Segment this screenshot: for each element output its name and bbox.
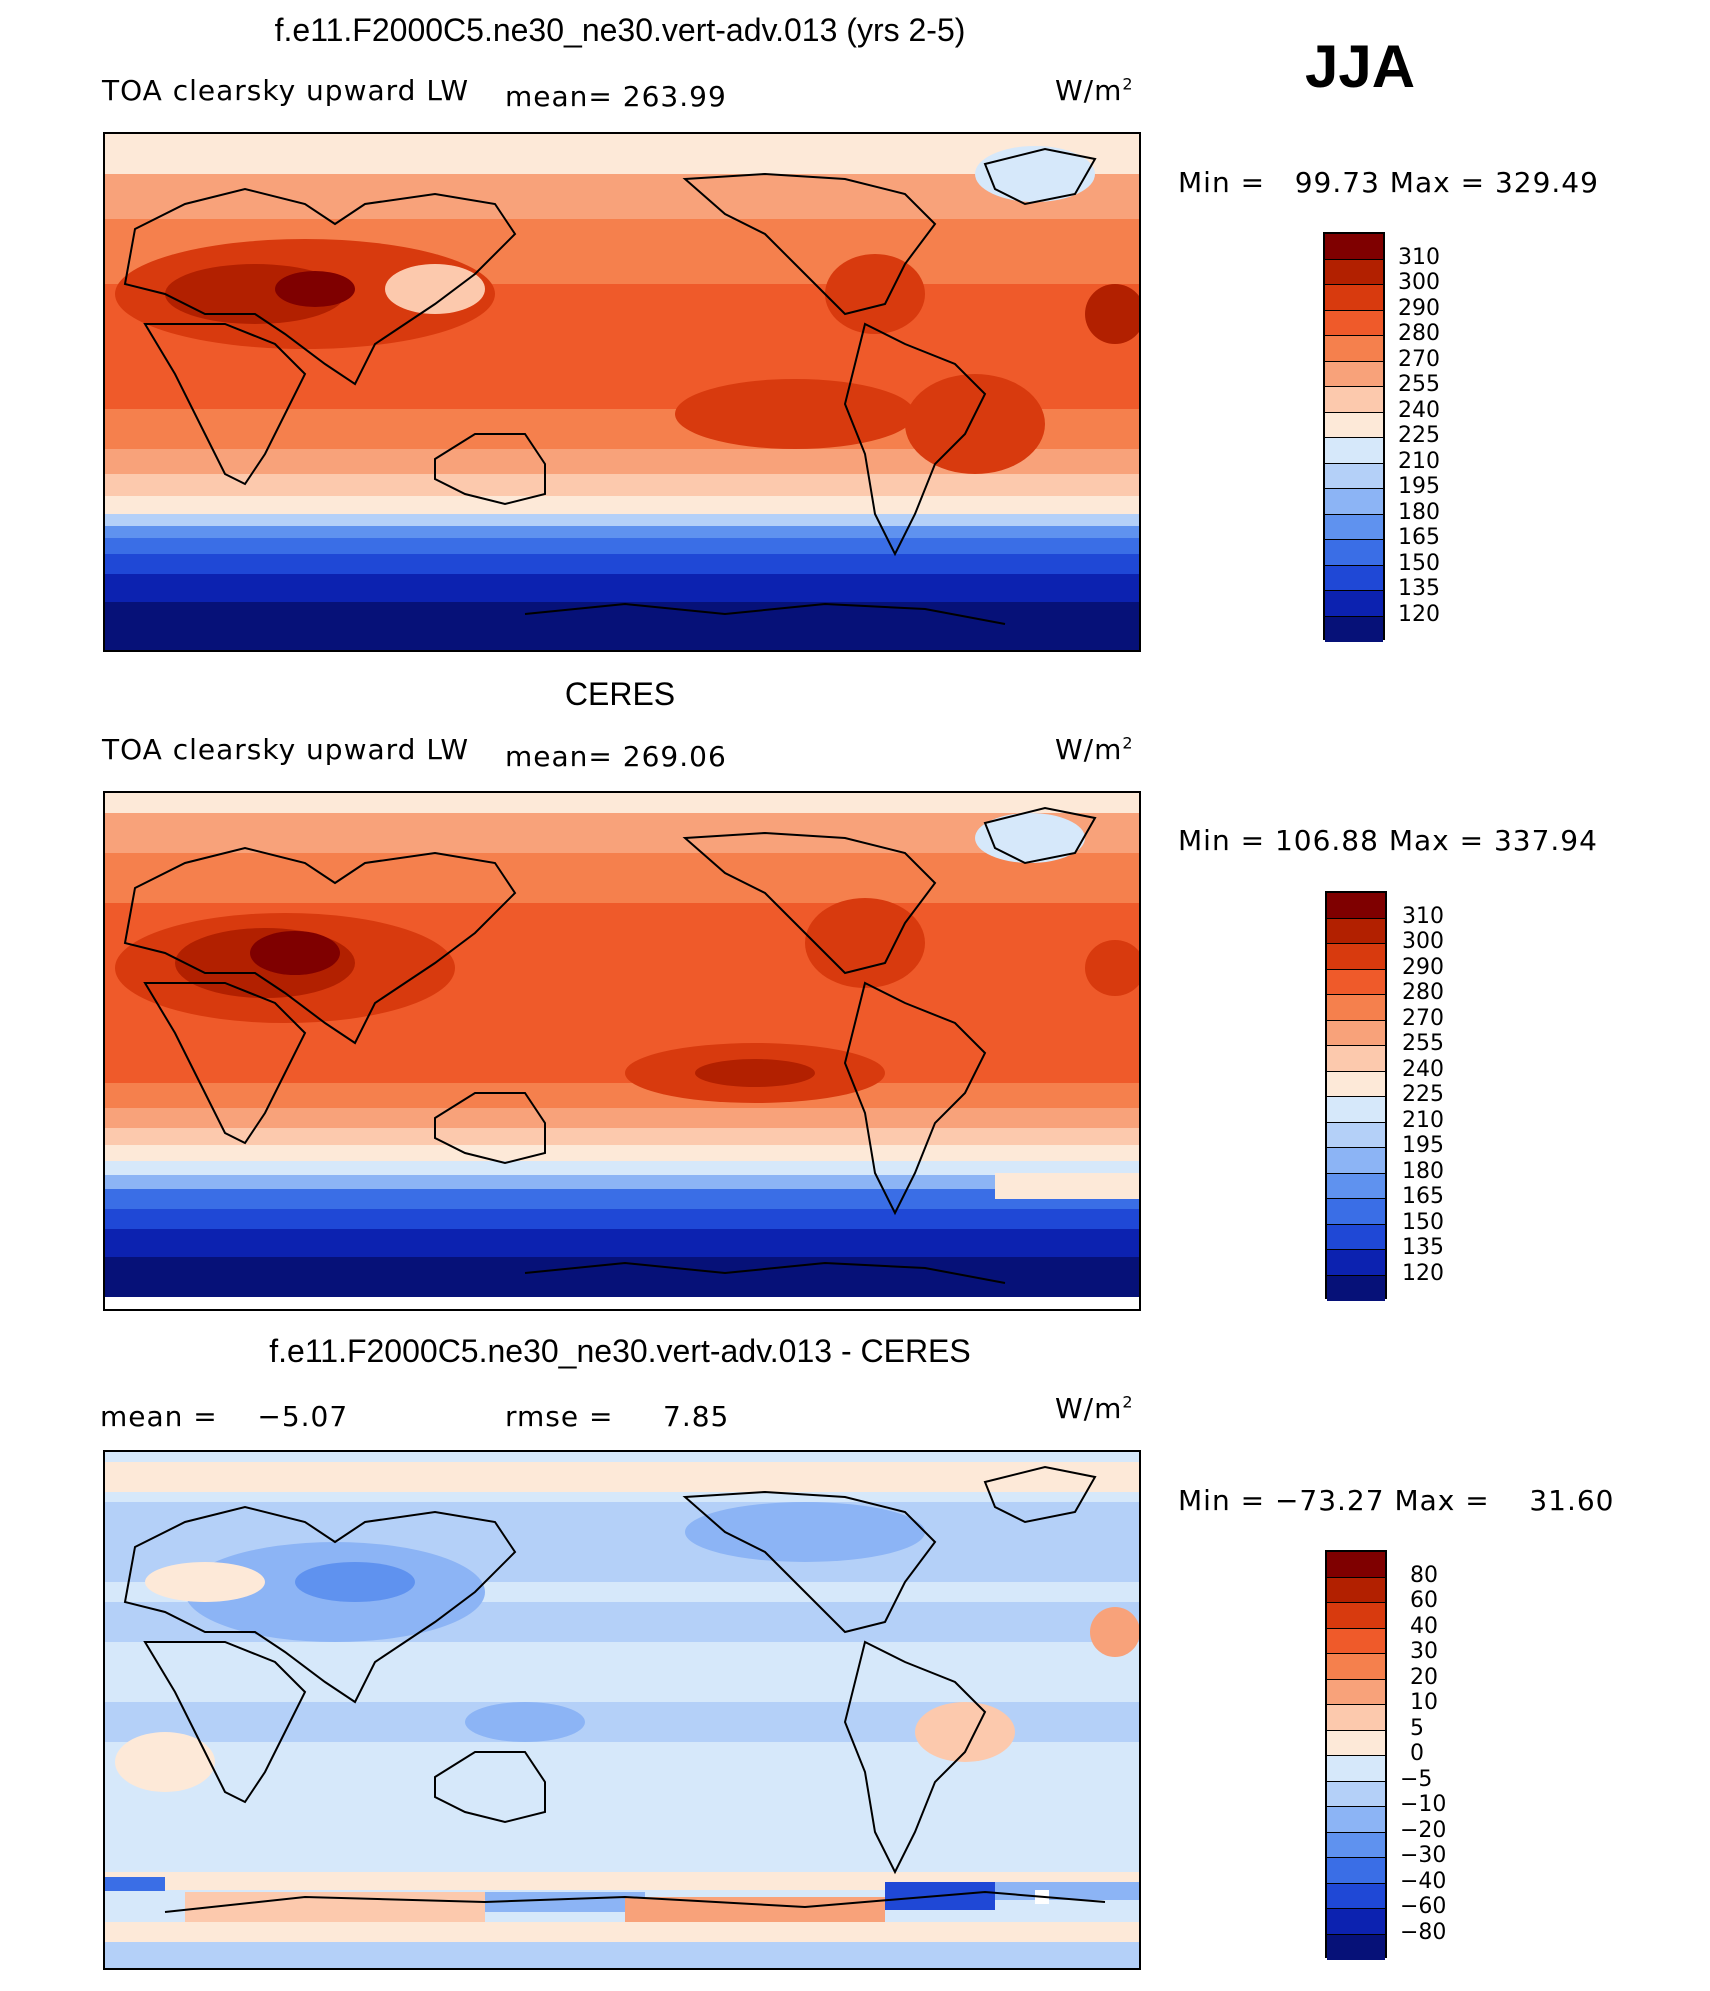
panel3-tick: 80 (1410, 1563, 1438, 1588)
panel1-title: f.e11.F2000C5.ne30_ne30.vert-adv.013 (yr… (274, 12, 966, 48)
panel2-tick: 120 (1402, 1261, 1444, 1286)
panel3-rmse-label: rmse = 7.85 (505, 1400, 730, 1433)
panel2-tick: 210 (1402, 1108, 1444, 1133)
panel2-tick: 225 (1402, 1082, 1444, 1107)
panel2-tick: 255 (1402, 1031, 1444, 1056)
panel1-tick: 240 (1398, 398, 1440, 423)
panel3-units: W/m2 (1055, 1392, 1134, 1425)
panel1-tick: 210 (1398, 449, 1440, 474)
panel2-minmax: Min = 106.88 Max = 337.94 (1178, 824, 1598, 857)
panel2-colorbar (1325, 891, 1387, 1301)
panel3-map-svg (105, 1452, 1139, 1968)
panel2-map (103, 791, 1141, 1311)
panel3-tick: 20 (1410, 1665, 1438, 1690)
panel2-tick: 165 (1402, 1184, 1444, 1209)
panel1-tick: 280 (1398, 321, 1440, 346)
panel2-tick: 270 (1402, 1006, 1444, 1031)
panel3-tick: −30 (1400, 1843, 1447, 1868)
panel3-tick: −20 (1400, 1818, 1447, 1843)
panel1-tick: 165 (1398, 525, 1440, 550)
panel1-tick: 150 (1398, 551, 1440, 576)
panel1-units: W/m2 (1055, 74, 1134, 107)
panel1-tick: 120 (1398, 602, 1440, 627)
panel3-tick: 0 (1410, 1741, 1424, 1766)
panel1-map-svg (105, 134, 1139, 650)
panel3-mean-label: mean = −5.07 (100, 1400, 349, 1433)
panel2-tick: 135 (1402, 1235, 1444, 1260)
panel3-tick: 40 (1410, 1614, 1438, 1639)
panel1-mean-value: 263.99 (622, 80, 727, 113)
panel3-tick: 60 (1410, 1588, 1438, 1613)
season-label: JJA (1305, 33, 1416, 100)
panel3-rmse-value: 7.85 (663, 1400, 730, 1433)
panel3-minmax: Min = −73.27 Max = 31.60 (1178, 1484, 1615, 1517)
panel1-tick: 270 (1398, 347, 1440, 372)
panel3-colorbar (1325, 1550, 1387, 1960)
panel1-colorbar (1323, 232, 1385, 642)
panel1-tick: 180 (1398, 500, 1440, 525)
panel3-tick: −80 (1400, 1920, 1447, 1945)
panel1-mean-label: mean= 263.99 (505, 80, 727, 113)
panel1-field-label: TOA clearsky upward LW (102, 74, 470, 107)
panel1-map (103, 132, 1141, 652)
panel2-mean-label: mean= 269.06 (505, 740, 727, 773)
panel1-tick: 300 (1398, 270, 1440, 295)
panel2-tick: 240 (1402, 1057, 1444, 1082)
panel2-mean-value: 269.06 (622, 740, 727, 773)
panel2-tick: 180 (1402, 1159, 1444, 1184)
panel2-tick: 195 (1402, 1133, 1444, 1158)
panel2-tick: 280 (1402, 980, 1444, 1005)
panel3-tick: 5 (1410, 1716, 1424, 1741)
panel3-tick: −10 (1400, 1792, 1447, 1817)
panel2-tick: 300 (1402, 929, 1444, 954)
panel2-map-svg (105, 793, 1139, 1309)
panel1-tick: 310 (1398, 245, 1440, 270)
panel2-field-label: TOA clearsky upward LW (102, 733, 470, 766)
panel3-tick: −5 (1400, 1767, 1433, 1792)
panel3-tick: 10 (1410, 1690, 1438, 1715)
panel2-tick: 310 (1402, 904, 1444, 929)
panel1-tick: 255 (1398, 372, 1440, 397)
panel1-tick: 135 (1398, 576, 1440, 601)
panel3-tick: −40 (1400, 1869, 1447, 1894)
panel2-tick: 150 (1402, 1210, 1444, 1235)
panel3-tick: 30 (1410, 1639, 1438, 1664)
panel3-tick: −60 (1400, 1894, 1447, 1919)
panel3-map (103, 1450, 1141, 1970)
panel1-tick: 225 (1398, 423, 1440, 448)
panel2-units: W/m2 (1055, 733, 1134, 766)
panel1-minmax: Min = 99.73 Max = 329.49 (1178, 166, 1599, 199)
panel1-tick: 195 (1398, 474, 1440, 499)
panel3-title: f.e11.F2000C5.ne30_ne30.vert-adv.013 - C… (269, 1333, 971, 1369)
panel2-title: CERES (564, 676, 676, 712)
panel1-tick: 290 (1398, 296, 1440, 321)
panel2-tick: 290 (1402, 955, 1444, 980)
